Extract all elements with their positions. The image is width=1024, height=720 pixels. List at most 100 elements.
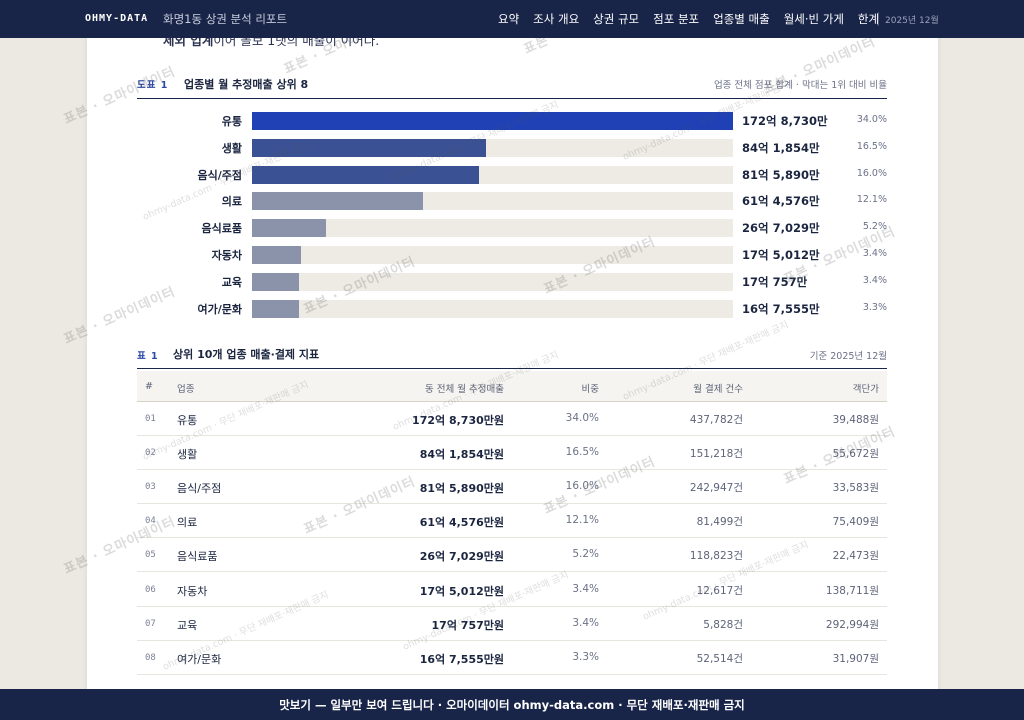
table-row[interactable]: 07 교육 17억 757만원 3.4% 5,828건 292,994원: [137, 607, 887, 641]
bar-value-label: 17억 757만: [742, 274, 808, 289]
row-industry: 교육: [177, 618, 198, 632]
bar-share-label: 5.2%: [862, 221, 887, 233]
nav-item-market-size[interactable]: 상권 규모: [593, 12, 640, 26]
bar-share-label: 16.0%: [856, 167, 887, 179]
bar-track: [252, 246, 733, 264]
row-share: 16.5%: [565, 446, 599, 459]
section-nav: 요약 조사 개요 상권 규모 점포 분포 업종별 매출 월세·빈 가게 한계: [498, 11, 879, 27]
bar-fill: [252, 219, 327, 238]
figure-title: 업종별 월 추정매출 상위 8: [184, 78, 309, 91]
bar-row: 여가/문화 16억 7,555만 3.3%: [137, 299, 887, 319]
row-avg-ticket: 39,488원: [832, 414, 879, 426]
bar-row: 교육 17억 757만 3.4%: [137, 272, 887, 292]
report-title: 화명1동 상권 분석 리포트: [163, 12, 288, 26]
row-share: 12.1%: [565, 514, 599, 527]
bar-value-label: 84억 1,854만: [742, 140, 820, 155]
row-avg-ticket: 138,711원: [825, 584, 879, 597]
bar-track: [252, 165, 733, 184]
table-row[interactable]: 02 생활 84억 1,854만원 16.5% 151,218건 55,672원: [137, 436, 887, 471]
nav-divider: [878, 12, 879, 26]
bar-fill: [252, 246, 301, 264]
bar-share-label: 12.1%: [856, 194, 887, 206]
row-payment-count: 52,514건: [696, 652, 743, 665]
bar-category-label: 자동차: [211, 249, 242, 262]
bar-value-label: 81억 5,890만: [742, 167, 820, 182]
footer-text: 맛보기 — 일부만 보여 드립니다 · 오마이데이터 ohmy-data.com…: [279, 697, 745, 712]
bar-category-label: 여가/문화: [197, 302, 243, 316]
bar-track: [252, 138, 733, 157]
bar-row: 유통 172억 8,730만 34.0%: [137, 112, 887, 131]
preview-footer-banner: 맛보기 — 일부만 보여 드립니다 · 오마이데이터 ohmy-data.com…: [0, 689, 1024, 720]
brand-logo[interactable]: OHMY-DATA: [85, 13, 149, 24]
bar-row: 음식/주점 81억 5,890만 16.0%: [137, 165, 887, 185]
row-share: 5.2%: [572, 548, 599, 561]
table-column-headers: # 업종 동 전체 월 추정매출 비중 월 결제 건수 객단가: [137, 371, 887, 402]
bar-fill: [252, 112, 733, 130]
row-rank: 02: [145, 448, 156, 459]
figure-header: 도표 1 업종별 월 추정매출 상위 8 업종 전체 점포 합계 · 막대는 1…: [137, 77, 887, 99]
bar-category-label: 음식료품: [201, 222, 242, 236]
row-payment-count: 81,499건: [696, 516, 743, 529]
row-monthly-sales: 84억 1,854만원: [419, 448, 504, 462]
row-rank: 06: [145, 584, 156, 595]
row-monthly-sales: 26억 7,029만원: [419, 550, 504, 564]
bar-share-label: 3.3%: [862, 301, 887, 313]
bar-track: [252, 192, 733, 211]
row-monthly-sales: 17억 757만원: [431, 618, 504, 632]
bar-share-label: 16.5%: [856, 140, 887, 152]
bar-track: [252, 272, 733, 291]
table-tag: 표 1: [137, 351, 159, 362]
col-industry: 업종: [177, 384, 195, 395]
bar-value-label: 17억 5,012만: [742, 248, 820, 262]
bar-row: 생활 84억 1,854만 16.5%: [137, 138, 887, 158]
bar-fill: [252, 165, 479, 184]
nav-item-rent-vacancy[interactable]: 월세·빈 가게: [783, 12, 844, 26]
nav-item-sales-by-industry[interactable]: 업종별 매출: [713, 12, 770, 26]
row-share: 3.4%: [572, 582, 599, 595]
bar-row: 자동차 17억 5,012만 3.4%: [137, 246, 887, 265]
table-row[interactable]: 08 여가/문화 16억 7,555만원 3.3% 52,514건 31,907원: [137, 641, 887, 675]
row-avg-ticket: 75,409원: [832, 516, 879, 529]
row-payment-count: 242,947건: [689, 482, 743, 495]
bar-category-label: 음식/주점: [197, 168, 243, 182]
bar-track: [252, 219, 733, 238]
row-payment-count: 118,823건: [689, 550, 743, 563]
row-monthly-sales: 16억 7,555만원: [419, 652, 504, 666]
nav-item-store-distribution[interactable]: 점포 분포: [653, 12, 700, 26]
row-rank: 07: [145, 618, 156, 629]
row-industry: 여가/문화: [177, 652, 222, 666]
col-payment-count: 월 결제 건수: [693, 384, 743, 395]
row-industry: 유통: [177, 414, 198, 427]
nav-item-summary[interactable]: 요약: [498, 12, 520, 26]
bar-row: 의료 61억 4,576만 12.1%: [137, 192, 887, 211]
nav-item-limitations[interactable]: 한계: [857, 12, 880, 26]
table-title: 상위 10개 업종 매출·결제 지표: [173, 348, 320, 361]
table-note: 기준 2025년 12월: [809, 351, 887, 362]
table-row[interactable]: 06 자동차 17억 5,012만원 3.4% 12,617건 138,711원: [137, 573, 887, 607]
table-row[interactable]: 04 의료 61억 4,576만원 12.1% 81,499건 75,409원: [137, 504, 887, 539]
row-share: 3.4%: [572, 616, 599, 629]
row-industry: 음식료품: [177, 550, 218, 564]
row-monthly-sales: 17억 5,012만원: [419, 584, 504, 598]
figure-tag: 도표 1: [137, 80, 169, 91]
col-avg-ticket: 객단가: [852, 384, 879, 395]
table-row[interactable]: 05 음식료품 26억 7,029만원 5.2% 118,823건 22,473원: [137, 538, 887, 573]
row-rank: 03: [145, 482, 156, 493]
bar-value-label: 61억 4,576만: [742, 194, 820, 209]
row-avg-ticket: 55,672원: [832, 448, 879, 461]
row-rank: 05: [145, 550, 156, 561]
row-avg-ticket: 33,583원: [832, 482, 879, 495]
row-rank: 08: [145, 652, 156, 663]
row-payment-count: 151,218건: [689, 448, 743, 461]
row-share: 34.0%: [565, 412, 599, 424]
nav-item-survey-overview[interactable]: 조사 개요: [533, 12, 580, 26]
table-row[interactable]: 01 유통 172억 8,730만원 34.0% 437,782건 39,488원: [137, 402, 887, 436]
row-avg-ticket: 22,473원: [832, 550, 879, 563]
row-industry: 생활: [177, 448, 198, 462]
bar-fill: [252, 299, 299, 318]
row-monthly-sales: 172억 8,730만원: [412, 414, 504, 427]
bar-value-label: 172억 8,730만: [742, 114, 828, 128]
table-row[interactable]: 03 음식/주점 81억 5,890만원 16.0% 242,947건 33,583원: [137, 470, 887, 505]
row-avg-ticket: 292,994원: [825, 618, 879, 631]
report-date: 2025년 12월: [885, 16, 939, 26]
